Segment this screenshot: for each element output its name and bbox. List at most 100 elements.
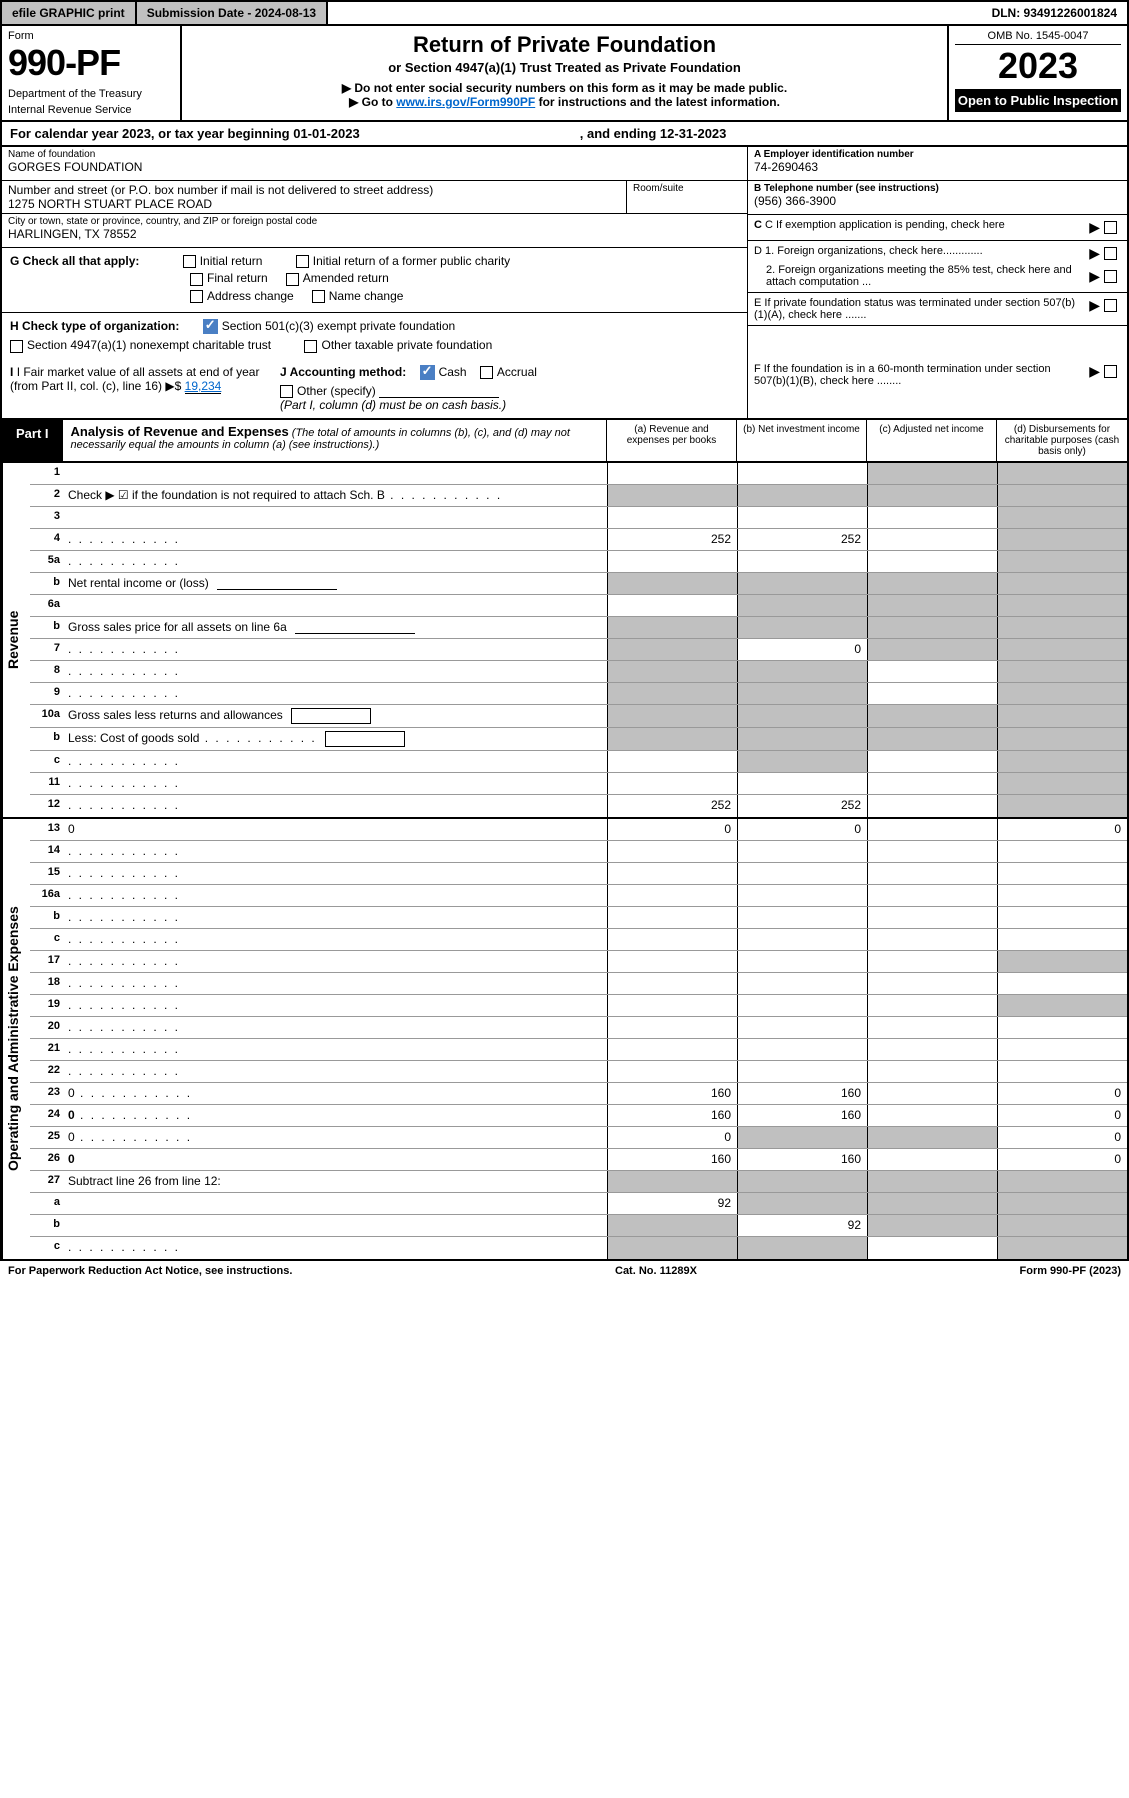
cell-c: [867, 1193, 997, 1214]
row-description: [64, 885, 607, 906]
checkbox-other-method[interactable]: [280, 385, 293, 398]
checkbox-4947[interactable]: [10, 340, 23, 353]
street-address: 1275 NORTH STUART PLACE ROAD: [8, 197, 620, 211]
cell-c: [867, 885, 997, 906]
cell-b: 160: [737, 1149, 867, 1170]
cell-a: 92: [607, 1193, 737, 1214]
col-a-head: (a) Revenue and expenses per books: [607, 420, 737, 461]
row-description: [64, 1061, 607, 1082]
row-description: Check ▶ ☑ if the foundation is not requi…: [64, 485, 607, 506]
row-description: [64, 863, 607, 884]
table-row: b92: [30, 1215, 1127, 1237]
table-row: b: [30, 907, 1127, 929]
checkbox-amended[interactable]: [286, 273, 299, 286]
checkbox-other-taxable[interactable]: [304, 340, 317, 353]
cell-d: [997, 661, 1127, 682]
row-number: 5a: [30, 551, 64, 572]
box-d: D 1. Foreign organizations, check here..…: [748, 241, 1127, 293]
address-row: Number and street (or P.O. box number if…: [2, 181, 747, 214]
table-row: 8: [30, 661, 1127, 683]
row-number: b: [30, 728, 64, 750]
table-row: 27Subtract line 26 from line 12:: [30, 1171, 1127, 1193]
cell-a: [607, 973, 737, 994]
cell-d: [997, 529, 1127, 550]
checkbox-accrual[interactable]: [480, 366, 493, 379]
row-description: [64, 973, 607, 994]
cell-d: 0: [997, 819, 1127, 840]
checkbox-d1[interactable]: [1104, 247, 1117, 260]
checkbox-c[interactable]: [1104, 221, 1117, 234]
row-number: 12: [30, 795, 64, 817]
cell-c: [867, 995, 997, 1016]
cell-c: [867, 661, 997, 682]
efile-print-button[interactable]: efile GRAPHIC print: [2, 2, 137, 24]
cell-a: [607, 1039, 737, 1060]
checkbox-d2[interactable]: [1104, 270, 1117, 283]
arrow-icon: ▶: [1089, 219, 1100, 236]
table-row: 130000: [30, 819, 1127, 841]
row-description: [64, 995, 607, 1016]
b-label: B Telephone number (see instructions): [754, 183, 939, 194]
cell-c: [867, 1083, 997, 1104]
checkbox-501c3[interactable]: [203, 319, 218, 334]
cell-a: [607, 728, 737, 750]
checkbox-f[interactable]: [1104, 365, 1117, 378]
cell-a: 0: [607, 1127, 737, 1148]
part1-title-cell: Analysis of Revenue and Expenses (The to…: [63, 420, 607, 461]
form-header: Form 990-PF Department of the Treasury I…: [0, 26, 1129, 122]
arrow-icon: ▶: [1089, 363, 1100, 380]
ein-value: 74-2690463: [754, 160, 1121, 174]
cell-b: [737, 885, 867, 906]
room-suite-label: Room/suite: [627, 181, 747, 213]
cell-c: [867, 1237, 997, 1259]
table-row: 6a: [30, 595, 1127, 617]
checkbox-address-change[interactable]: [190, 290, 203, 303]
row-number: b: [30, 907, 64, 928]
row-number: 13: [30, 819, 64, 840]
cell-d: [997, 1215, 1127, 1236]
cell-b: [737, 728, 867, 750]
row-number: 4: [30, 529, 64, 550]
box-f: F If the foundation is in a 60-month ter…: [748, 359, 1127, 419]
opex-table: Operating and Administrative Expenses 13…: [0, 819, 1129, 1261]
cell-d: [997, 463, 1127, 484]
i-value[interactable]: 19,234: [185, 379, 222, 394]
cell-d: [997, 705, 1127, 727]
cell-c: [867, 1017, 997, 1038]
section-g: G Check all that apply: Initial return I…: [2, 248, 747, 313]
topbar: efile GRAPHIC print Submission Date - 20…: [0, 0, 1129, 26]
open-inspection-badge: Open to Public Inspection: [955, 89, 1121, 112]
cell-c: [867, 1171, 997, 1192]
cell-a: [607, 1237, 737, 1259]
table-row: c: [30, 751, 1127, 773]
calendar-year-row: For calendar year 2023, or tax year begi…: [0, 122, 1129, 147]
city-row: City or town, state or province, country…: [2, 214, 747, 248]
h-label: H Check type of organization:: [10, 319, 179, 333]
row-description: [64, 1237, 607, 1259]
g-opt-1: Final return: [207, 271, 268, 285]
checkbox-former-public[interactable]: [296, 255, 309, 268]
cell-a: [607, 995, 737, 1016]
cell-c: [867, 728, 997, 750]
row-description: 0: [64, 819, 607, 840]
cell-d: [997, 907, 1127, 928]
foundation-name-row: Name of foundation GORGES FOUNDATION: [2, 147, 747, 181]
table-row: 10aGross sales less returns and allowanc…: [30, 705, 1127, 728]
i-label: I Fair market value of all assets at end…: [10, 365, 259, 393]
form-number: 990-PF: [8, 42, 174, 84]
calendar-begin: For calendar year 2023, or tax year begi…: [10, 126, 360, 141]
checkbox-final-return[interactable]: [190, 273, 203, 286]
cell-b: [737, 507, 867, 528]
row-number: b: [30, 1215, 64, 1236]
cell-b: [737, 907, 867, 928]
cell-d: [997, 1039, 1127, 1060]
checkbox-name-change[interactable]: [312, 290, 325, 303]
irs-link[interactable]: www.irs.gov/Form990PF: [396, 95, 535, 109]
checkbox-initial-return[interactable]: [183, 255, 196, 268]
part1-label: Part I: [2, 420, 63, 461]
cell-b: 0: [737, 639, 867, 660]
checkbox-e[interactable]: [1104, 299, 1117, 312]
checkbox-cash[interactable]: [420, 365, 435, 380]
row-number: 21: [30, 1039, 64, 1060]
submission-date-button[interactable]: Submission Date - 2024-08-13: [137, 2, 328, 24]
